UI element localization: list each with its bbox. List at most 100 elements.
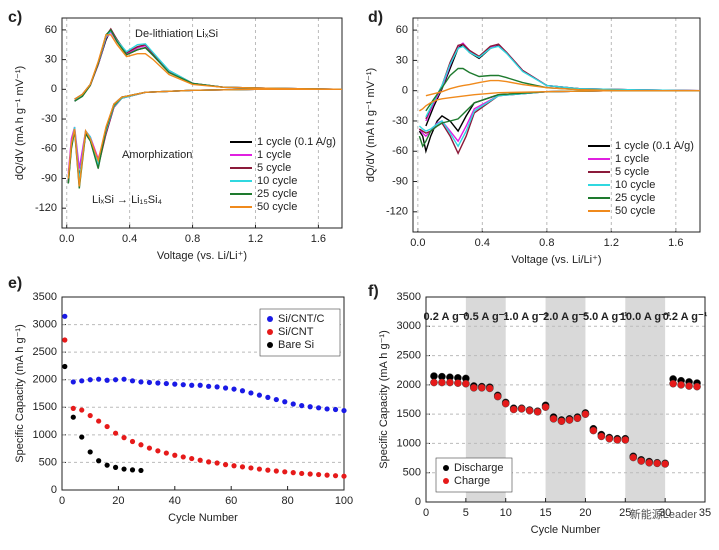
data-point bbox=[104, 462, 110, 468]
data-point bbox=[222, 462, 229, 468]
data-point bbox=[206, 459, 212, 465]
data-point bbox=[565, 416, 574, 424]
data-point bbox=[316, 405, 322, 411]
data-point bbox=[470, 383, 478, 392]
x-axis-title: Cycle Number bbox=[531, 524, 601, 536]
y-tick-label: -120 bbox=[386, 206, 408, 218]
data-point bbox=[214, 384, 220, 390]
data-point bbox=[549, 415, 558, 423]
data-point bbox=[180, 382, 186, 388]
data-point bbox=[541, 403, 550, 411]
legend-label: Charge bbox=[454, 475, 490, 487]
data-point bbox=[341, 473, 347, 479]
panel-label: e) bbox=[8, 275, 22, 292]
x-tick-label: 5 bbox=[463, 507, 469, 519]
data-point bbox=[62, 363, 68, 370]
data-point bbox=[493, 392, 502, 401]
series-line bbox=[67, 30, 343, 174]
data-point bbox=[112, 377, 119, 383]
x-tick-label: 0 bbox=[423, 507, 429, 519]
data-point bbox=[155, 380, 161, 386]
legend-swatch bbox=[267, 329, 273, 335]
data-point bbox=[613, 436, 622, 444]
x-tick-label: 80 bbox=[281, 495, 293, 507]
data-point bbox=[282, 469, 288, 475]
legend-label: 1 cycle bbox=[257, 149, 291, 161]
annotation: LiₓSi → Li₁₅Si₄ bbox=[92, 194, 163, 206]
panel-label: c) bbox=[8, 9, 22, 26]
data-point bbox=[138, 379, 144, 385]
legend-label: 1 cycle bbox=[615, 153, 649, 165]
data-point bbox=[206, 383, 212, 389]
y-tick-label: -60 bbox=[41, 143, 57, 155]
data-point bbox=[87, 412, 93, 419]
rate-label: 1.0 A g⁻¹ bbox=[503, 311, 548, 323]
x-tick-label: 1.2 bbox=[604, 237, 619, 249]
y-tick-label: 3000 bbox=[33, 318, 57, 330]
annotation: Amorphization bbox=[122, 149, 192, 161]
data-point bbox=[477, 383, 486, 392]
legend-label: 25 cycle bbox=[615, 192, 655, 204]
y-tick-label: 500 bbox=[403, 467, 421, 479]
data-point bbox=[231, 386, 237, 392]
data-point bbox=[62, 313, 68, 319]
legend-label: Discharge bbox=[454, 462, 504, 474]
data-point bbox=[454, 379, 462, 387]
data-point bbox=[79, 378, 85, 384]
data-point bbox=[307, 471, 313, 477]
y-tick-label: 500 bbox=[39, 456, 57, 468]
data-point bbox=[509, 405, 518, 414]
data-point bbox=[589, 426, 598, 435]
data-point bbox=[332, 473, 339, 479]
data-point bbox=[121, 376, 127, 382]
plot-frame bbox=[425, 296, 706, 503]
legend-label: 10 cycle bbox=[257, 175, 297, 187]
data-point bbox=[307, 404, 313, 410]
data-point bbox=[265, 394, 271, 400]
x-tick-label: 20 bbox=[112, 495, 124, 507]
x-tick-label: 0.0 bbox=[59, 233, 74, 245]
data-point bbox=[96, 458, 102, 464]
data-point bbox=[525, 406, 534, 415]
y-tick-label: -30 bbox=[392, 115, 408, 127]
rate-label: 10.0 A g⁻¹ bbox=[620, 311, 671, 323]
series-line bbox=[67, 28, 343, 184]
y-tick-label: 0 bbox=[402, 85, 408, 97]
data-point bbox=[189, 382, 195, 388]
data-point bbox=[121, 466, 127, 472]
x-tick-label: 25 bbox=[619, 507, 631, 519]
annotation: De-lithiation LiₓSi bbox=[135, 28, 218, 40]
x-tick-label: 15 bbox=[539, 507, 551, 519]
y-tick-label: 0 bbox=[415, 496, 421, 508]
data-point bbox=[573, 414, 582, 423]
data-point bbox=[146, 445, 153, 451]
rate-label: 2.0 A g⁻¹ bbox=[543, 311, 588, 323]
data-point bbox=[231, 463, 237, 469]
data-point bbox=[517, 405, 526, 413]
data-point bbox=[273, 396, 279, 403]
legend-label: 50 cycle bbox=[615, 205, 655, 217]
panel-label: f) bbox=[368, 283, 379, 300]
series-line bbox=[419, 43, 701, 155]
y-axis-title: Specific Capacity (mA h g⁻¹) bbox=[14, 324, 26, 462]
data-point bbox=[273, 468, 279, 474]
rate-label: 0.2 A g⁻¹ bbox=[663, 311, 708, 323]
data-point bbox=[685, 382, 693, 390]
plot-frame bbox=[61, 17, 343, 229]
data-point bbox=[533, 407, 542, 416]
panel-label: d) bbox=[368, 9, 383, 26]
data-point bbox=[121, 435, 127, 441]
legend-swatch bbox=[443, 465, 449, 471]
data-point bbox=[605, 434, 614, 443]
x-tick-label: 100 bbox=[335, 495, 353, 507]
data-point bbox=[222, 385, 229, 391]
legend-label: 50 cycle bbox=[257, 201, 297, 213]
y-tick-label: 1500 bbox=[397, 408, 421, 420]
x-tick-label: 10 bbox=[500, 507, 512, 519]
data-point bbox=[324, 406, 330, 412]
legend-label: 5 cycle bbox=[615, 166, 649, 178]
data-point bbox=[70, 379, 76, 385]
y-tick-label: 30 bbox=[45, 54, 57, 66]
legend-swatch bbox=[267, 342, 273, 348]
y-tick-label: 2500 bbox=[33, 346, 57, 358]
